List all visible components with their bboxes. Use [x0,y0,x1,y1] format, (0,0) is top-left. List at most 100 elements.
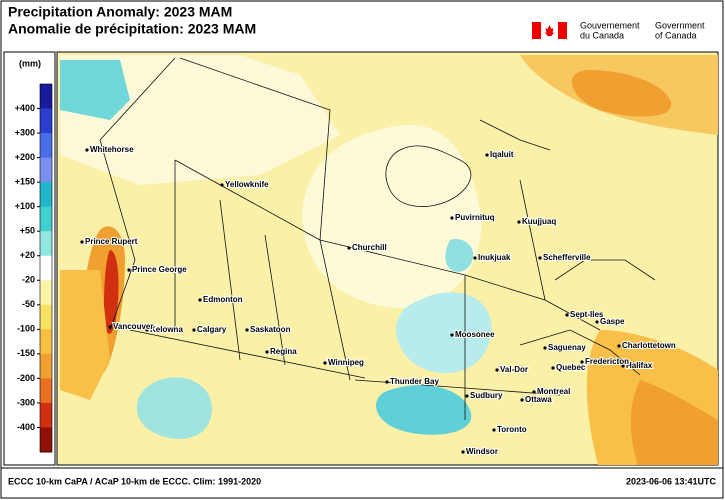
legend-swatch [40,329,52,355]
legend-label: +400 [15,103,35,113]
city-label: Whitehorse [90,145,134,154]
area-wet [376,385,472,435]
city-dot [543,346,547,350]
area-wet [60,60,130,120]
legend-swatch [40,182,52,208]
legend-swatch [40,427,52,453]
city-dot [532,390,536,394]
city-dot [108,325,112,329]
city-label: Winnipeg [328,358,364,367]
footer-right: 2023-06-06 13:41UTC [626,476,717,486]
city-label: Ottawa [525,395,552,404]
city-dot [580,360,584,364]
city-dot [595,320,599,324]
city-dot [385,380,389,384]
city-label: Toronto [497,425,527,434]
legend-label: -200 [17,373,35,383]
legend-label: -400 [17,422,35,432]
city-label: Saguenay [548,343,586,352]
legend-swatch [40,280,52,306]
city-label: Edmonton [203,295,243,304]
city-label: Moosonee [455,330,495,339]
legend-swatch [40,133,52,159]
city-label: Windsor [466,447,498,456]
legend-label: +20 [20,250,35,260]
boundaries [99,57,601,420]
city-dot [621,364,625,368]
city-layer: Whitehorse Yellowknife Iqaluit Puvirnituq Ku… [80,144,677,457]
city-dot [551,366,555,370]
legend-swatch [40,84,52,110]
city-dot [565,313,569,317]
legend-label: -50 [22,299,35,309]
city-dot [127,268,131,272]
city-label: Prince Rupert [85,237,138,246]
flag-left [532,22,541,39]
legend-swatch [40,402,52,428]
city-dot [465,394,469,398]
title-en: Precipitation Anomaly: 2023 MAM [8,4,232,20]
city-label: Kuujjuaq [522,217,556,226]
city-dot [245,328,249,332]
legend-swatch [40,231,52,257]
area-wet [396,292,492,374]
gov-fr-2: du Canada [580,30,624,40]
city-label: Val-Dor [500,365,528,374]
city-label: Puvirnituq [455,213,495,222]
city-dot [85,148,89,152]
city-label: Thunder Bay [390,377,439,386]
area-pale [60,55,340,185]
city-label: Prince George [132,265,187,274]
footer-left: ECCC 10-km CaPA / ACaP 10-km de ECCC. Cl… [8,476,261,486]
city-label: Yellowknife [225,180,269,189]
city-label: Inukjuak [478,253,511,262]
city-label: Calgary [197,325,227,334]
city-label: Saskatoon [250,325,291,334]
city-label: Iqaluit [490,150,514,159]
city-dot [617,344,621,348]
city-label: Halifax [626,361,653,370]
city-label: Gaspe [600,317,625,326]
coastlines [385,119,656,376]
legend-label: +150 [15,177,35,187]
legend-label: +50 [20,226,35,236]
area-pale [302,124,482,308]
area-dry [60,270,110,400]
city-dot [520,398,524,402]
city-dot [492,428,496,432]
legend-label: +300 [15,127,35,137]
city-dot [538,256,542,260]
maple-leaf [544,25,555,36]
legend-swatch [40,255,52,281]
legend-unit: (mm) [19,58,41,68]
legend-label: +100 [15,201,35,211]
legend-bar-outline [39,83,53,453]
city-dot [265,350,269,354]
city-dot [473,256,477,260]
city-label: Charlottetown [622,341,676,350]
city-dot [461,450,465,454]
city-dot [450,216,454,220]
city-label: Fredericton [585,357,629,366]
legend-label: -100 [17,324,35,334]
city-label: Vancouver [113,322,153,331]
city-label: Regina [270,347,297,356]
title-fr: Anomalie de précipitation: 2023 MAM [8,21,256,37]
city-dot [220,183,224,187]
legend-swatch [40,304,52,330]
legend-swatch [40,378,52,404]
area-dry [571,70,672,117]
flag-right [558,22,567,39]
legend-swatch [40,157,52,183]
city-label: Montreal [537,387,570,396]
city-label: Schefferville [543,253,591,262]
city-dot [495,368,499,372]
legend-swatch [40,353,52,379]
area-very-dry [103,250,119,334]
legend-swatch [40,206,52,232]
city-dot [347,246,351,250]
legend-label: -20 [22,275,35,285]
city-label: Churchill [352,243,387,252]
gov-en-2: of Canada [655,30,697,40]
